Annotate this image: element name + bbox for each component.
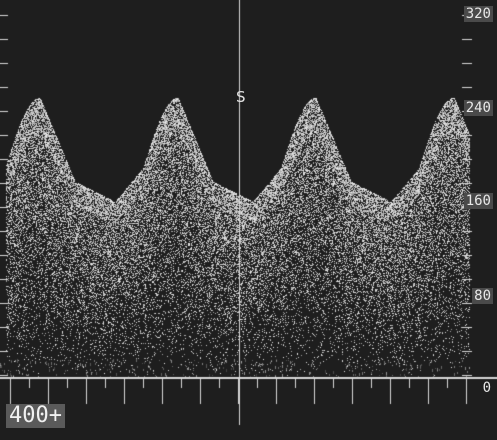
velocity-scale-label-240: 240 <box>463 100 493 116</box>
sweep-marker-label: S <box>236 88 246 106</box>
velocity-scale-label-320: 320 <box>463 6 493 22</box>
velocity-scale-label-0: 0 <box>482 380 491 396</box>
velocity-scale-label-160: 160 <box>463 193 493 209</box>
range-readout: 400+ <box>6 404 65 428</box>
velocity-scale-label-80: 80 <box>472 288 493 304</box>
